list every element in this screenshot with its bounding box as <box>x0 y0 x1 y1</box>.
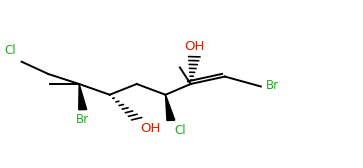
Text: Cl: Cl <box>4 44 16 57</box>
Polygon shape <box>79 84 87 110</box>
Text: OH: OH <box>140 122 161 135</box>
Text: Br: Br <box>76 113 89 126</box>
Text: Br: Br <box>266 79 280 92</box>
Text: OH: OH <box>184 40 204 53</box>
Text: Cl: Cl <box>175 124 186 137</box>
Polygon shape <box>166 95 175 120</box>
